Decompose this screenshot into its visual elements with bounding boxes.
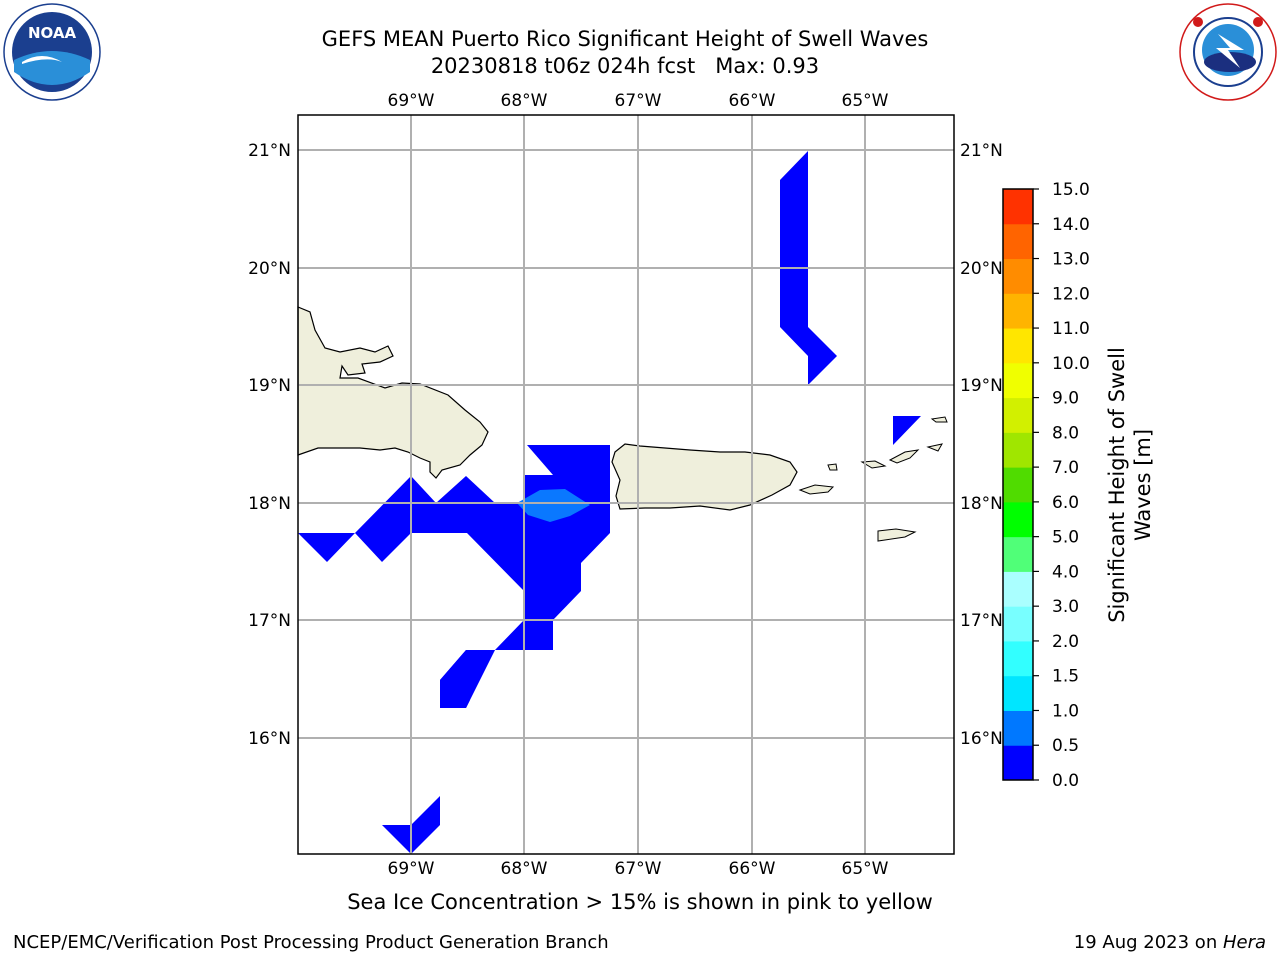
lat-label-left: 17°N bbox=[248, 611, 291, 631]
lon-label-bottom: 68°W bbox=[501, 859, 548, 879]
colorbar-tick-label: 7.0 bbox=[1052, 458, 1079, 478]
footer-right: 19 Aug 2023 on Hera bbox=[1074, 932, 1266, 953]
colorbar-tick-label: 1.5 bbox=[1052, 667, 1079, 687]
colorbar-swatch bbox=[1003, 397, 1033, 433]
colorbar-tick-label: 9.0 bbox=[1052, 389, 1079, 409]
colorbar-swatch bbox=[1003, 223, 1033, 260]
lon-label-top: 68°W bbox=[501, 91, 548, 111]
swell-height-field bbox=[298, 151, 921, 854]
colorbar: 0.0 0.5 1.0 1.5 2.0 3.0 4.0 5.0 6.0 7.0 8.0 9.0 10.0… bbox=[1002, 180, 1155, 791]
footer-left: NCEP/EMC/Verification Post Processing Pr… bbox=[13, 932, 609, 953]
colorbar-swatch bbox=[1003, 675, 1033, 711]
colorbar-tick-label: 8.0 bbox=[1052, 423, 1079, 443]
longitude-labels-bottom: 69°W 68°W 67°W 66°W 65°W bbox=[388, 859, 889, 879]
colorbar-swatches bbox=[1003, 189, 1033, 781]
lat-label-left: 16°N bbox=[248, 729, 291, 749]
lat-label-left: 19°N bbox=[248, 376, 291, 396]
colorbar-label-line1: Significant Height of Swell bbox=[1105, 347, 1129, 623]
colorbar-tick-label: 4.0 bbox=[1052, 562, 1079, 582]
colorbar-tick-label: 0.0 bbox=[1052, 771, 1079, 791]
lat-label-right: 18°N bbox=[960, 494, 1003, 514]
lon-label-top: 67°W bbox=[615, 91, 662, 111]
footer-date: 19 Aug 2023 on bbox=[1073, 932, 1223, 953]
lat-label-left: 20°N bbox=[248, 259, 291, 279]
lat-label-right: 19°N bbox=[960, 376, 1003, 396]
colorbar-swatch bbox=[1003, 293, 1033, 329]
land-vieques bbox=[798, 484, 835, 495]
colorbar-swatch bbox=[1003, 328, 1033, 364]
land-st-croix bbox=[877, 528, 917, 542]
land-virgin-islands-1 bbox=[860, 460, 887, 469]
map-frame bbox=[297, 114, 955, 855]
swell-region-southwest bbox=[440, 620, 524, 708]
swell-region-north bbox=[780, 151, 837, 385]
colorbar-swatch bbox=[1003, 258, 1033, 294]
colorbar-swatch bbox=[1003, 745, 1033, 781]
colorbar-ticks: 0.0 0.5 1.0 1.5 2.0 3.0 4.0 5.0 6.0 7.0 8.0 9.0 10.0… bbox=[1033, 180, 1090, 791]
land-anegada bbox=[930, 416, 948, 423]
svg-text:NOAA: NOAA bbox=[28, 24, 77, 42]
lon-label-bottom: 66°W bbox=[729, 859, 776, 879]
lat-label-left: 21°N bbox=[248, 141, 291, 161]
colorbar-tick-label: 2.0 bbox=[1052, 632, 1079, 652]
swell-region-light bbox=[517, 489, 590, 522]
land-culebra bbox=[827, 463, 838, 471]
colorbar-swatch bbox=[1003, 536, 1033, 572]
lat-label-right: 20°N bbox=[960, 259, 1003, 279]
sea-ice-note: Sea Ice Concentration > 15% is shown in … bbox=[347, 890, 933, 914]
lon-label-top: 65°W bbox=[842, 91, 889, 111]
latitude-labels-right: 21°N 20°N 19°N 18°N 17°N 16°N bbox=[960, 141, 1003, 749]
colorbar-tick-label: 13.0 bbox=[1052, 250, 1090, 270]
colorbar-tick-label: 12.0 bbox=[1052, 284, 1090, 304]
chart-subtitle: 20230818 t06z 024h fcst Max: 0.93 bbox=[430, 54, 820, 78]
colorbar-tick-label: 1.0 bbox=[1052, 701, 1079, 721]
longitude-labels-top: 69°W 68°W 67°W 66°W 65°W bbox=[388, 91, 889, 111]
colorbar-tick-label: 15.0 bbox=[1052, 180, 1090, 200]
colorbar-swatch bbox=[1003, 571, 1033, 607]
lon-label-bottom: 67°W bbox=[615, 859, 662, 879]
colorbar-tick-label: 3.0 bbox=[1052, 597, 1079, 617]
colorbar-swatch bbox=[1003, 710, 1033, 746]
noaa-logo: NOAA bbox=[2, 2, 102, 102]
map-gridlines bbox=[298, 115, 954, 854]
lat-label-right: 16°N bbox=[960, 729, 1003, 749]
footer-host: Hera bbox=[1222, 932, 1266, 953]
colorbar-tick-label: 14.0 bbox=[1052, 215, 1090, 235]
colorbar-swatch bbox=[1003, 606, 1033, 642]
colorbar-swatch bbox=[1003, 189, 1033, 225]
lat-label-right: 21°N bbox=[960, 141, 1003, 161]
lat-label-left: 18°N bbox=[248, 494, 291, 514]
land-virgin-islands-3 bbox=[926, 443, 943, 452]
land-masses bbox=[297, 306, 948, 542]
swell-region-main bbox=[298, 533, 355, 562]
colorbar-label-line2: Waves [m] bbox=[1131, 429, 1155, 541]
colorbar-swatch bbox=[1003, 467, 1033, 503]
colorbar-tick-label: 6.0 bbox=[1052, 493, 1079, 513]
colorbar-tick-label: 0.5 bbox=[1052, 736, 1079, 756]
colorbar-swatch bbox=[1003, 501, 1033, 538]
lon-label-top: 66°W bbox=[729, 91, 776, 111]
colorbar-swatch bbox=[1003, 432, 1033, 468]
land-virgin-islands-2 bbox=[888, 449, 920, 464]
lat-label-right: 17°N bbox=[960, 611, 1003, 631]
lon-label-bottom: 69°W bbox=[388, 859, 435, 879]
colorbar-tick-label: 11.0 bbox=[1052, 319, 1090, 339]
swell-region-east bbox=[893, 416, 921, 445]
colorbar-swatch bbox=[1003, 640, 1033, 677]
colorbar-tick-label: 10.0 bbox=[1052, 354, 1090, 374]
colorbar-frame bbox=[1002, 188, 1034, 781]
chart-title: GEFS MEAN Puerto Rico Significant Height… bbox=[321, 27, 929, 51]
colorbar-swatch bbox=[1003, 362, 1033, 399]
nws-logo bbox=[1178, 2, 1278, 102]
land-hispaniola bbox=[297, 306, 489, 479]
lon-label-bottom: 65°W bbox=[842, 859, 889, 879]
colorbar-tick-label: 5.0 bbox=[1052, 528, 1079, 548]
latitude-labels-left: 21°N 20°N 19°N 18°N 17°N 16°N bbox=[248, 141, 291, 749]
lon-label-top: 69°W bbox=[388, 91, 435, 111]
